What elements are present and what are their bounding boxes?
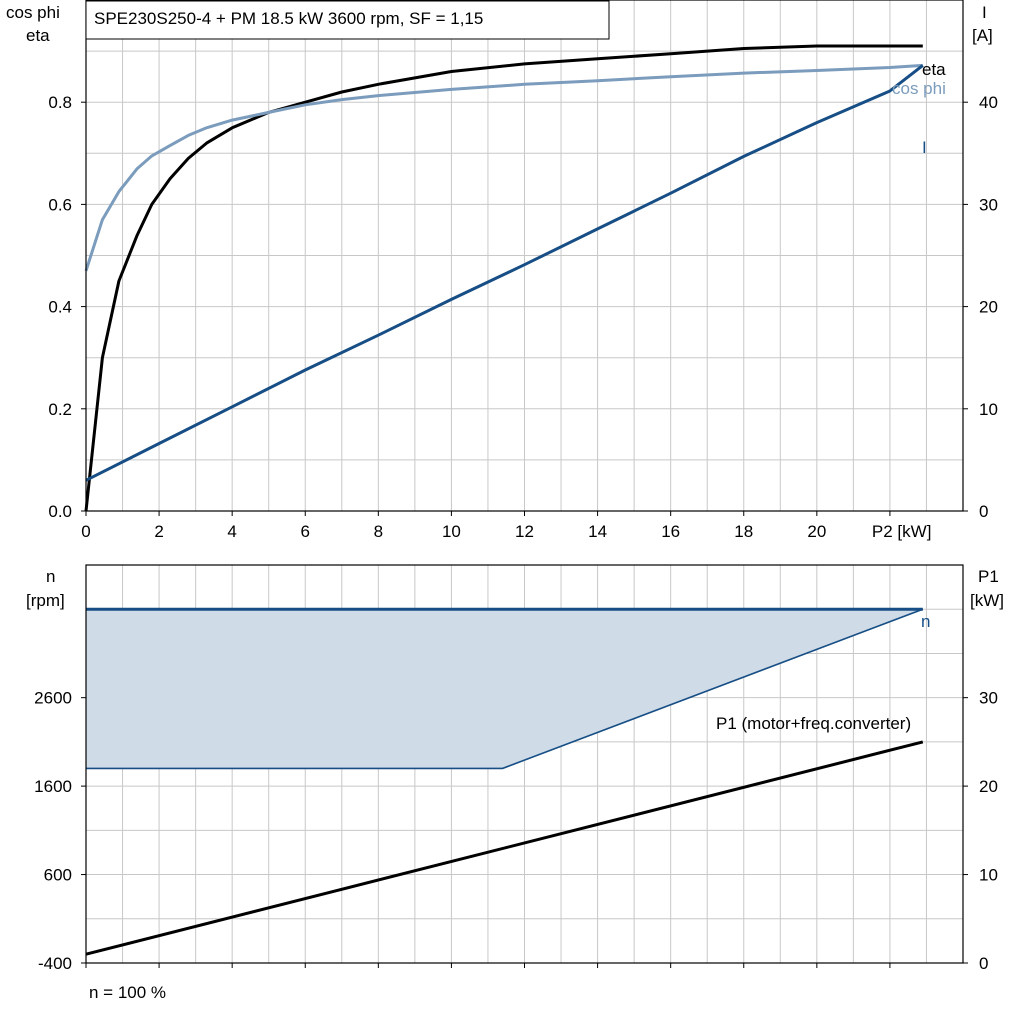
current-series-label: I bbox=[922, 138, 927, 157]
top-right-tick-label: 20 bbox=[979, 298, 998, 317]
top-chart-series bbox=[84, 44, 924, 512]
top-x-tick-label: 8 bbox=[374, 522, 383, 541]
chart-title: SPE230S250-4 + PM 18.5 kW 3600 rpm, SF =… bbox=[94, 9, 483, 28]
speed-series-label: n bbox=[921, 612, 930, 631]
bottom-left-tick-label: 600 bbox=[44, 866, 72, 885]
top-x-tick-label: 10 bbox=[442, 522, 461, 541]
bottom-left-tick-label: 1600 bbox=[34, 777, 72, 796]
bottom-right-tick-label: 30 bbox=[979, 689, 998, 708]
cos-phi-series-label: cos phi bbox=[892, 79, 946, 98]
top-left-tick-label: 0.8 bbox=[48, 93, 72, 112]
top-x-tick-label: 2 bbox=[154, 522, 163, 541]
p1-power-line bbox=[85, 740, 924, 956]
cos-phi-curve bbox=[84, 63, 923, 272]
eta-curve bbox=[84, 44, 923, 512]
bottom-chart-series bbox=[85, 607, 924, 956]
top-x-tick-label: 0 bbox=[81, 522, 90, 541]
top-right-tick-label: 30 bbox=[979, 195, 998, 214]
top-left-axis-title-1: cos phi bbox=[6, 3, 60, 22]
title-box bbox=[85, 0, 610, 40]
speed-range-fill bbox=[86, 609, 923, 769]
top-x-tick-label: 6 bbox=[301, 522, 310, 541]
top-right-axis-title-1: I bbox=[982, 3, 987, 22]
top-x-tick-label: 16 bbox=[661, 522, 680, 541]
current-curve bbox=[85, 64, 924, 482]
bottom-right-axis-title-1: P1 bbox=[978, 567, 999, 586]
top-left-tick-label: 0.4 bbox=[48, 298, 72, 317]
footer-speed-note: n = 100 % bbox=[89, 983, 166, 1002]
top-left-tick-label: 0.2 bbox=[48, 400, 72, 419]
bottom-right-tick-label: 20 bbox=[979, 777, 998, 796]
chart-frames bbox=[85, 0, 964, 964]
bottom-right-tick-label: 10 bbox=[979, 866, 998, 885]
bottom-left-axis-title-1: n bbox=[46, 567, 55, 586]
bottom-left-tick-label: 2600 bbox=[34, 689, 72, 708]
top-left-axis-title-2: eta bbox=[26, 26, 50, 45]
top-x-tick-label: 12 bbox=[515, 522, 534, 541]
bottom-left-axis-title-2: [rpm] bbox=[26, 591, 65, 610]
top-right-tick-label: 10 bbox=[979, 400, 998, 419]
top-x-tick-label: 20 bbox=[807, 522, 826, 541]
bottom-chart-frame bbox=[85, 564, 964, 964]
p1-series-label: P1 (motor+freq.converter) bbox=[716, 714, 911, 733]
speed-range-area bbox=[86, 609, 923, 769]
top-x-tick-label: 4 bbox=[227, 522, 236, 541]
top-x-tick-label: 18 bbox=[734, 522, 753, 541]
top-x-tick-label: 14 bbox=[588, 522, 607, 541]
bottom-left-tick-label: -400 bbox=[38, 954, 72, 973]
top-right-tick-label: 40 bbox=[979, 93, 998, 112]
top-left-tick-label: 0.0 bbox=[48, 502, 72, 521]
axis-ticks: 0 2 4 6 8 10 12 14 16 18 20 P2 [kW] 0.0 0.2 0.4 0.6 0.8 0… bbox=[34, 93, 998, 973]
bottom-right-tick-label: 0 bbox=[979, 954, 988, 973]
top-left-tick-label: 0.6 bbox=[48, 195, 72, 214]
top-chart-frame bbox=[85, 0, 964, 512]
top-x-tick-label: P2 [kW] bbox=[872, 522, 932, 541]
top-right-tick-label: 0 bbox=[979, 502, 988, 521]
top-chart-grid bbox=[86, 0, 963, 511]
speed-min-boundary-line bbox=[86, 608, 924, 770]
eta-series-label: eta bbox=[922, 60, 946, 79]
top-right-axis-title-2: [A] bbox=[972, 26, 993, 45]
bottom-right-axis-title-2: [kW] bbox=[970, 591, 1004, 610]
